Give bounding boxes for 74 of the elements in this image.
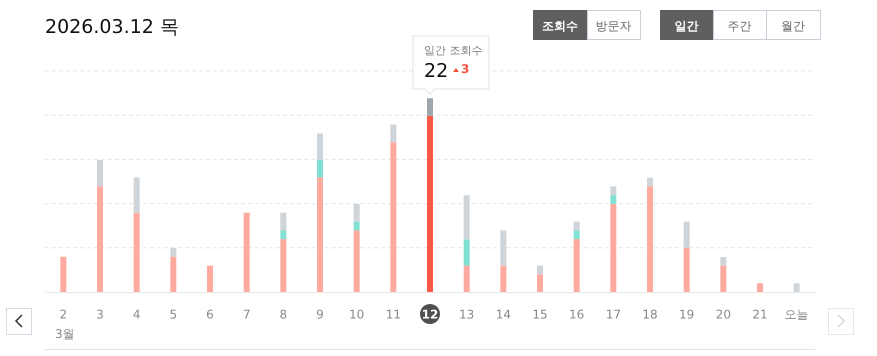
bar [720, 266, 726, 292]
x-tick-label: 10 [349, 308, 364, 322]
bar [97, 160, 103, 186]
bar [464, 239, 470, 266]
bar [317, 177, 323, 292]
bar [574, 230, 580, 240]
bar [97, 186, 103, 292]
bar [757, 283, 763, 292]
bar [60, 256, 66, 292]
x-tick-label: 11 [386, 308, 401, 322]
x-tick-label: 20 [716, 308, 731, 322]
text: 주간 [728, 19, 752, 33]
bar [647, 178, 653, 186]
x-tick-label: 12 [422, 308, 438, 322]
x-tick-label: 6 [206, 308, 214, 322]
x-tick-label: 21 [752, 308, 768, 322]
text: 월간 [781, 19, 805, 33]
x-tick-label: 18 [642, 308, 658, 322]
bar [537, 274, 543, 292]
bar [390, 142, 396, 292]
bar [280, 212, 286, 230]
bar [574, 222, 580, 230]
bar [794, 283, 800, 292]
x-tick-label: 3 [96, 308, 104, 322]
bar [317, 133, 323, 160]
bar [280, 239, 286, 292]
bar [134, 177, 140, 213]
x-tick-label: 오늘 [784, 308, 809, 322]
bar [244, 212, 250, 292]
x-tick-label: 17 [606, 308, 621, 322]
x-tick-label: 15 [532, 308, 548, 322]
bar [427, 116, 433, 292]
bar [684, 222, 690, 248]
x-tick-label: 8 [280, 308, 288, 322]
x-tick-label: 4 [132, 308, 140, 322]
bar [390, 124, 396, 142]
bar [537, 266, 543, 274]
bar [720, 256, 726, 266]
bar [647, 186, 653, 292]
chart-title: 2026.03.12 목 [45, 16, 179, 38]
bar [354, 222, 360, 230]
bar [427, 98, 433, 116]
bar [464, 195, 470, 240]
text: 일간 [674, 19, 698, 33]
x-tick-label: 13 [459, 308, 474, 322]
bar [500, 230, 506, 266]
x-tick-label: 9 [316, 308, 324, 322]
x-axis-title: 3월 [55, 327, 75, 341]
bar [354, 204, 360, 222]
bar [610, 204, 616, 292]
x-tick-label: 7 [242, 308, 250, 322]
x-tick-label: 5 [170, 308, 178, 322]
text: 22 [424, 60, 448, 82]
text: 3 [461, 62, 470, 76]
text: 조회수 [542, 19, 578, 33]
x-tick-label: 19 [679, 308, 694, 322]
text: 일간 조회수 [424, 44, 482, 57]
bar [610, 186, 616, 196]
bar [500, 266, 506, 292]
x-tick-label: 16 [569, 308, 584, 322]
text: 방문자 [596, 19, 632, 33]
bar [134, 212, 140, 292]
bar [280, 230, 286, 240]
bar [574, 239, 580, 292]
x-tick-label: 2 [60, 308, 68, 322]
bar [317, 160, 323, 178]
bar [684, 248, 690, 292]
bar [170, 256, 176, 292]
bar [354, 230, 360, 292]
bar [464, 266, 470, 292]
x-tick-label: 14 [496, 308, 511, 322]
bar [207, 266, 213, 292]
bar [170, 248, 176, 257]
bar [610, 195, 616, 204]
